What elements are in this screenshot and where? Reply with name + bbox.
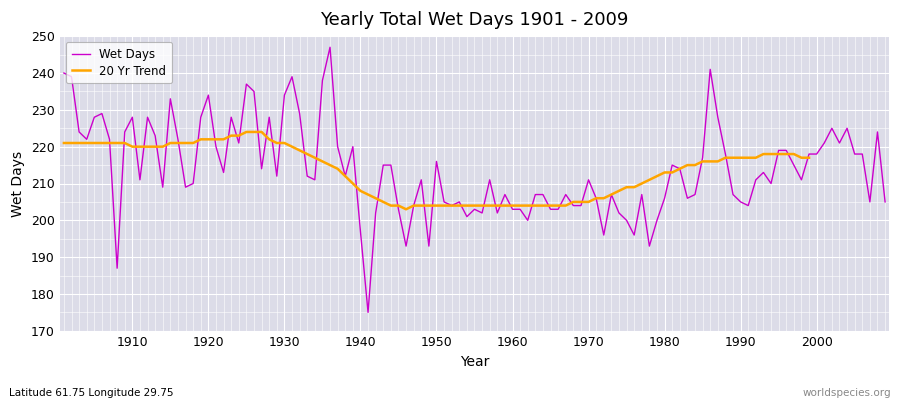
20 Yr Trend — [294, 148, 305, 153]
Legend: Wet Days, 20 Yr Trend: Wet Days, 20 Yr Trend — [66, 42, 172, 84]
Wet Days — [286, 74, 297, 79]
Line: Wet Days: Wet Days — [64, 47, 885, 312]
Text: worldspecies.org: worldspecies.org — [803, 388, 891, 398]
Title: Yearly Total Wet Days 1901 - 2009: Yearly Total Wet Days 1901 - 2009 — [320, 11, 629, 29]
Wet Days — [522, 218, 533, 223]
Wet Days — [325, 45, 336, 50]
20 Yr Trend — [241, 130, 252, 134]
20 Yr Trend — [58, 140, 69, 145]
Y-axis label: Wet Days: Wet Days — [11, 150, 25, 216]
Text: Latitude 61.75 Longitude 29.75: Latitude 61.75 Longitude 29.75 — [9, 388, 174, 398]
20 Yr Trend — [400, 207, 411, 212]
20 Yr Trend — [469, 203, 480, 208]
20 Yr Trend — [446, 203, 457, 208]
Wet Days — [340, 174, 351, 178]
Line: 20 Yr Trend: 20 Yr Trend — [64, 132, 809, 209]
Wet Days — [879, 200, 890, 204]
Wet Days — [58, 71, 69, 76]
20 Yr Trend — [264, 137, 274, 142]
X-axis label: Year: Year — [460, 355, 490, 369]
Wet Days — [363, 310, 374, 315]
Wet Days — [515, 207, 526, 212]
20 Yr Trend — [804, 155, 814, 160]
20 Yr Trend — [233, 133, 244, 138]
Wet Days — [120, 130, 130, 134]
Wet Days — [614, 210, 625, 215]
20 Yr Trend — [659, 170, 670, 175]
